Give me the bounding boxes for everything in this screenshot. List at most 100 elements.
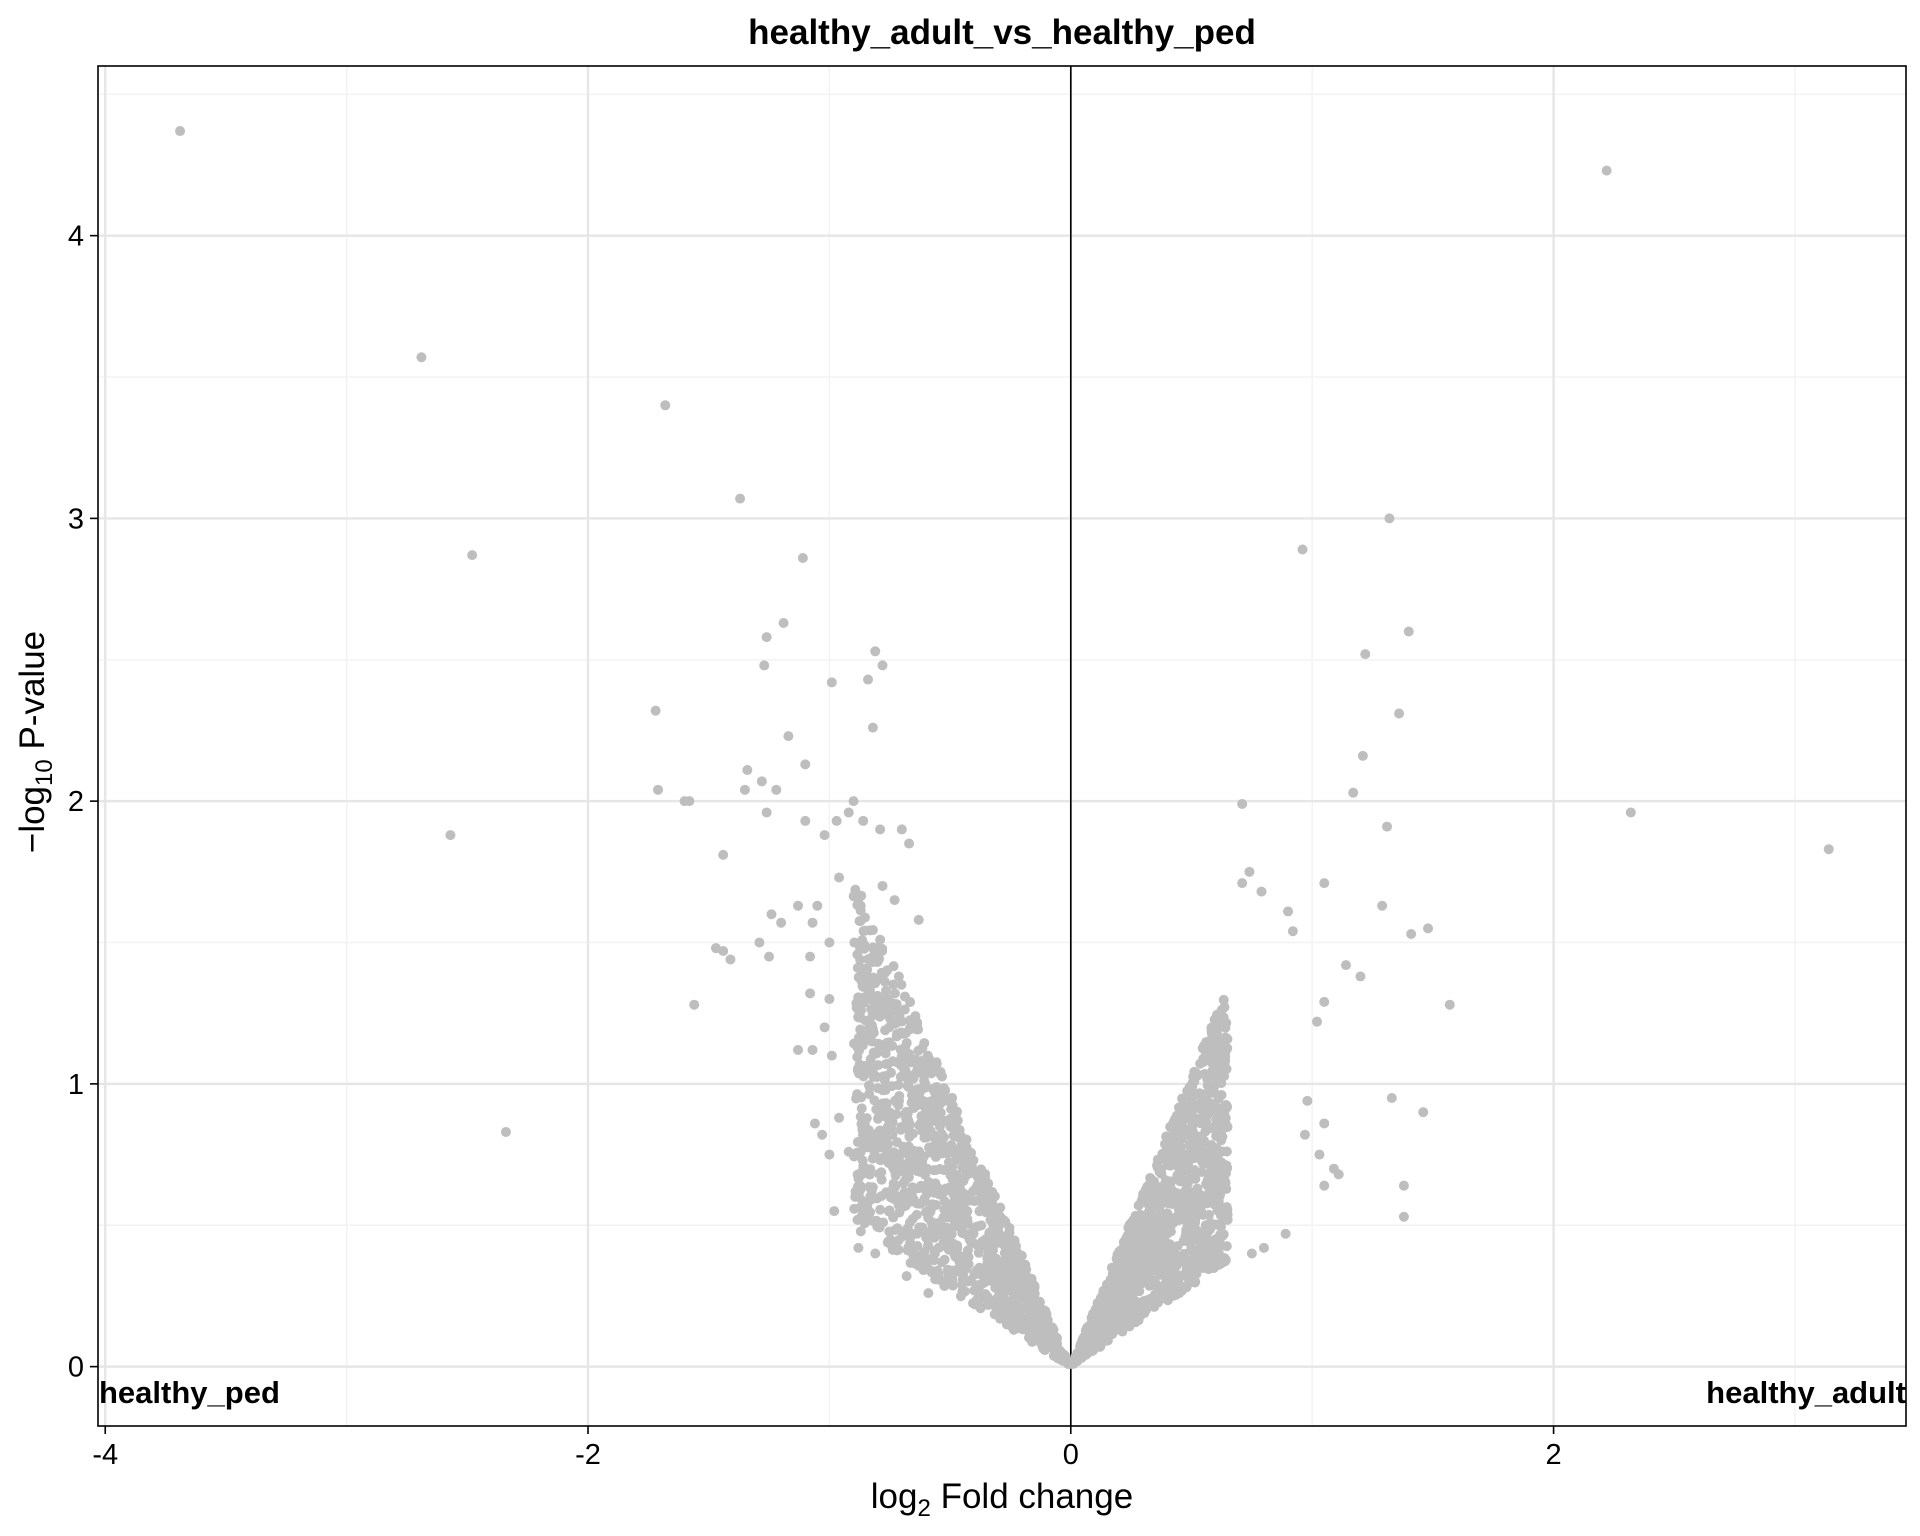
data-point: [1165, 1239, 1176, 1250]
data-point: [1053, 1353, 1064, 1364]
data-point: [863, 954, 874, 965]
data-point: [1237, 798, 1248, 809]
data-point: [1394, 708, 1405, 719]
data-point: [1157, 1289, 1168, 1300]
chart-title: healthy_adult_vs_healthy_ped: [748, 13, 1256, 52]
data-point: [1024, 1321, 1035, 1332]
data-point: [892, 1191, 903, 1202]
data-point: [876, 1174, 887, 1185]
data-point: [875, 934, 886, 945]
data-point: [1217, 1124, 1228, 1135]
data-point: [954, 1263, 965, 1274]
data-point: [783, 731, 794, 742]
data-point: [917, 1055, 928, 1066]
data-point: [874, 1126, 885, 1137]
data-point: [797, 552, 808, 563]
data-point: [1418, 1107, 1429, 1118]
data-point: [920, 1082, 931, 1093]
data-point: [905, 1023, 916, 1034]
data-point: [1246, 1248, 1257, 1259]
data-point: [972, 1240, 983, 1251]
data-point: [989, 1191, 1000, 1202]
data-point: [1184, 1235, 1195, 1246]
data-point: [910, 1011, 921, 1022]
data-point: [650, 705, 661, 716]
data-point: [899, 991, 910, 1002]
data-point: [718, 849, 729, 860]
data-point: [990, 1265, 1001, 1276]
data-point: [1145, 1278, 1156, 1289]
data-point: [1319, 996, 1330, 1007]
data-point: [1126, 1217, 1137, 1228]
data-point: [1149, 1262, 1160, 1273]
data-point: [947, 1271, 958, 1282]
data-point: [1002, 1254, 1013, 1265]
data-point: [1152, 1162, 1163, 1173]
data-point: [1152, 1154, 1163, 1165]
data-point: [1013, 1300, 1024, 1311]
data-point: [858, 815, 869, 826]
data-point: [890, 1225, 901, 1236]
data-point: [1150, 1183, 1161, 1194]
data-point: [1091, 1320, 1102, 1331]
data-point: [826, 1050, 837, 1061]
data-point: [909, 1250, 920, 1261]
data-point: [923, 1264, 934, 1275]
data-point: [793, 1044, 804, 1055]
data-point: [931, 1057, 942, 1068]
data-point: [1221, 1202, 1232, 1213]
data-point: [852, 1181, 863, 1192]
data-point: [1118, 1268, 1129, 1279]
data-point: [1200, 1126, 1211, 1137]
data-point: [1214, 1168, 1225, 1179]
data-point: [1171, 1252, 1182, 1263]
data-point: [955, 1291, 966, 1302]
data-point: [859, 940, 870, 951]
data-point: [903, 1124, 914, 1135]
data-point: [1319, 1118, 1330, 1129]
x-tick-label: 2: [1546, 1439, 1562, 1471]
data-point: [860, 1060, 871, 1071]
data-point: [1213, 1057, 1224, 1068]
data-point: [968, 1186, 979, 1197]
data-point: [805, 988, 816, 999]
data-point: [1219, 1002, 1230, 1013]
data-point: [1018, 1275, 1029, 1286]
data-point: [824, 994, 835, 1005]
data-point: [1137, 1252, 1148, 1263]
data-point: [849, 1203, 860, 1214]
data-point: [946, 1098, 957, 1109]
data-point: [1220, 1104, 1231, 1115]
data-point: [1129, 1256, 1140, 1267]
data-point: [926, 1131, 937, 1142]
data-point: [855, 954, 866, 965]
data-point: [1203, 1155, 1214, 1166]
data-point: [1406, 929, 1417, 940]
data-point: [899, 1004, 910, 1015]
data-point: [974, 1300, 985, 1311]
data-point: [1625, 807, 1636, 818]
data-point: [902, 1108, 913, 1119]
data-point: [948, 1197, 959, 1208]
data-point: [756, 776, 767, 787]
data-point: [853, 1242, 864, 1253]
data-point: [500, 1126, 511, 1137]
data-point: [1211, 1017, 1222, 1028]
data-point: [1134, 1211, 1145, 1222]
data-point: [856, 1210, 867, 1221]
data-point: [1355, 971, 1366, 982]
data-point: [899, 1161, 910, 1172]
y-tick-label: 1: [68, 1069, 84, 1101]
data-point: [1069, 1357, 1080, 1368]
data-point: [1222, 1034, 1233, 1045]
data-point: [1138, 1265, 1149, 1276]
data-point: [893, 1244, 904, 1255]
y-tick-label: 4: [68, 221, 84, 253]
y-tick-label: 0: [68, 1352, 84, 1384]
data-point: [831, 815, 842, 826]
data-point: [1169, 1272, 1180, 1283]
data-point: [1133, 1300, 1144, 1311]
data-point: [1110, 1263, 1121, 1274]
data-point: [1178, 1102, 1189, 1113]
data-point: [1108, 1312, 1119, 1323]
